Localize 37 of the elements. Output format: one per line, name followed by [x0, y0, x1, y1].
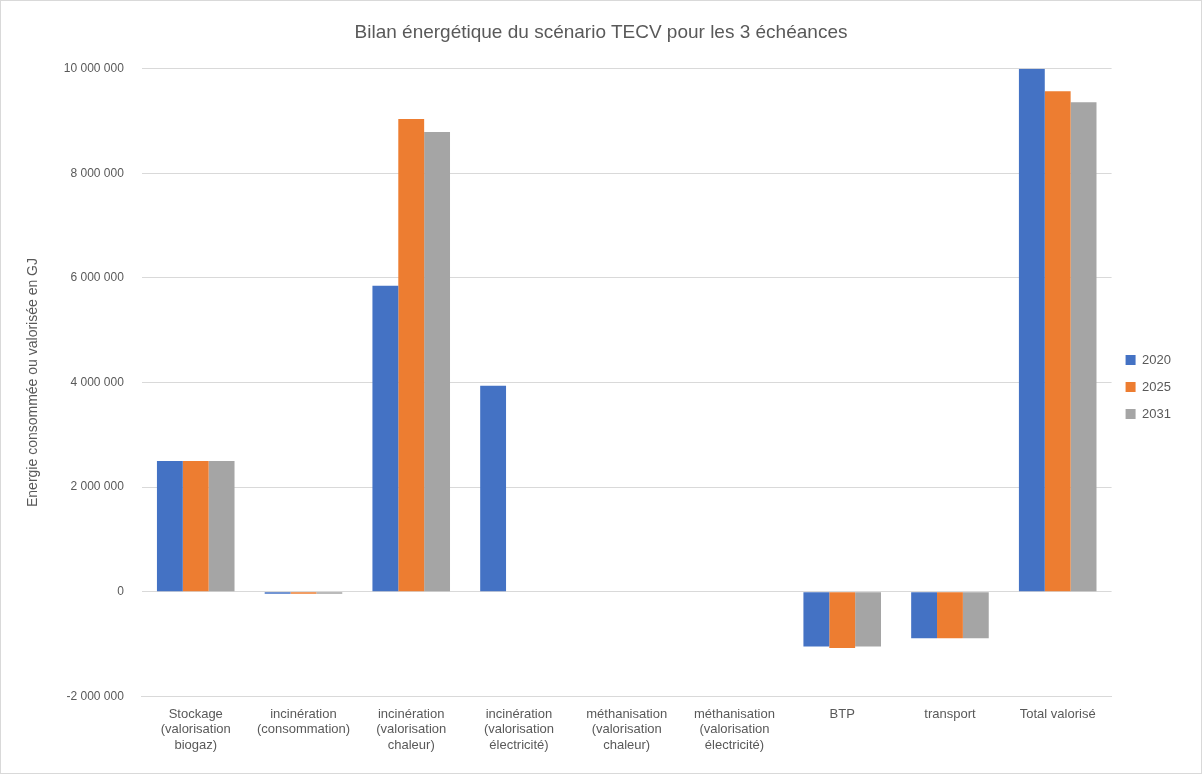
y-tick-label: 10 000 000 — [63, 61, 125, 76]
legend-label: 2025 — [1142, 378, 1171, 394]
bar — [1070, 102, 1097, 592]
x-tick-label: méthanisation (valorisation électricité) — [693, 705, 775, 752]
bar — [803, 592, 830, 647]
bar — [398, 118, 425, 592]
legend-label: 2031 — [1142, 405, 1171, 421]
x-tick-label: BTP — [829, 705, 855, 721]
chart-title: Bilan énergétique du scénario TECV pour les 3 échéances — [354, 20, 848, 42]
y-tick-label: 6 000 000 — [70, 270, 125, 285]
x-tick-label: transport — [924, 705, 976, 721]
x-tick-label: Stockage (valorisation biogaz) — [160, 705, 231, 752]
bar — [911, 592, 938, 639]
y-tick-label: 2 000 000 — [70, 479, 125, 494]
y-axis-title: Energie consommée ou valorisée en GJ — [24, 257, 41, 508]
bar — [480, 385, 507, 592]
bar — [855, 592, 881, 647]
x-tick-label: méthanisation (valorisation chaleur) — [586, 705, 668, 752]
bar — [424, 132, 451, 592]
bar — [208, 460, 235, 592]
bar — [182, 460, 209, 592]
bar — [962, 592, 989, 639]
y-tick-label: 0 — [117, 583, 125, 598]
x-tick-label: Total valorisé — [1019, 705, 1096, 721]
bar — [1044, 91, 1071, 592]
y-tick-label: -2 000 000 — [66, 688, 125, 703]
x-tick-label: incinération (consommation) — [256, 705, 351, 737]
x-tick-label: incinération (valorisation chaleur) — [376, 705, 447, 752]
legend-label: 2020 — [1142, 351, 1171, 367]
bar — [372, 285, 399, 592]
x-tick-label: incinération (valorisation électricité) — [483, 705, 555, 752]
y-tick-label: 8 000 000 — [70, 165, 125, 180]
bar — [829, 592, 856, 649]
bar — [937, 592, 963, 639]
bar — [1018, 68, 1045, 592]
bar — [156, 460, 183, 592]
y-tick-label: 4 000 000 — [70, 374, 125, 389]
